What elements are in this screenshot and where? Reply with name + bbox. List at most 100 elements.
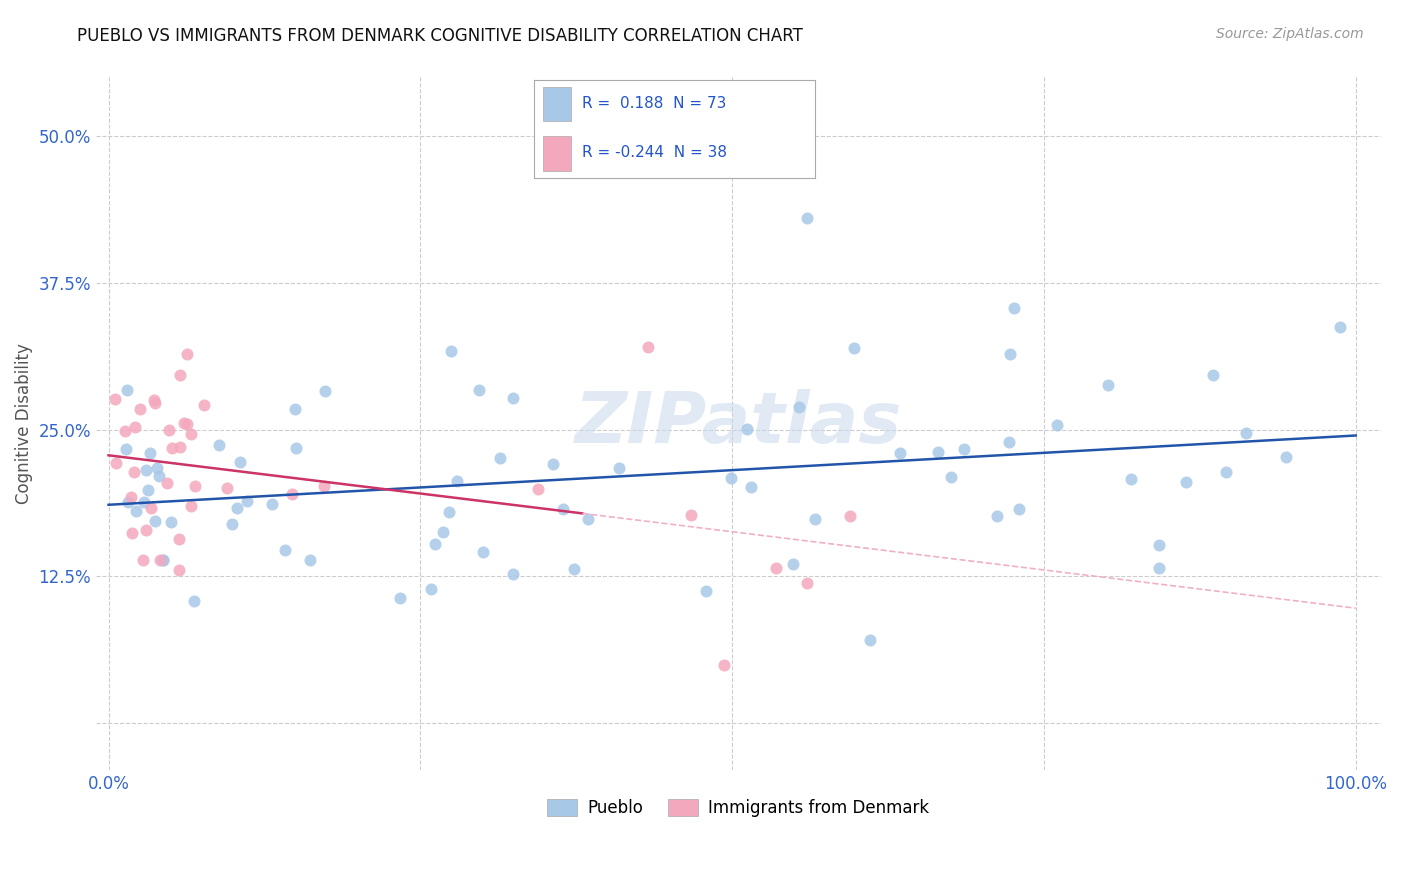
Text: PUEBLO VS IMMIGRANTS FROM DENMARK COGNITIVE DISABILITY CORRELATION CHART: PUEBLO VS IMMIGRANTS FROM DENMARK COGNIT… (77, 27, 803, 45)
Point (131, 553, 153, 567)
Point (842, 341, 865, 355)
Point (260, 497, 283, 511)
Point (169, 440, 191, 454)
Point (527, 482, 550, 496)
Point (439, 506, 461, 520)
Point (132, 494, 155, 508)
Text: R =  0.188  N = 73: R = 0.188 N = 73 (582, 96, 727, 112)
Point (1234, 425, 1257, 440)
Text: Source: ZipAtlas.com: Source: ZipAtlas.com (1216, 27, 1364, 41)
Point (782, 558, 804, 572)
Point (135, 523, 157, 537)
Point (858, 632, 880, 647)
Point (159, 515, 181, 529)
Point (1329, 320, 1351, 334)
Point (148, 468, 170, 483)
Bar (543, 87, 571, 121)
Point (1147, 538, 1170, 552)
Point (208, 438, 231, 452)
Point (180, 426, 202, 441)
Point (1215, 465, 1237, 479)
Point (114, 424, 136, 438)
Point (284, 441, 307, 455)
Point (312, 479, 335, 493)
Point (143, 395, 166, 409)
Point (229, 455, 252, 469)
Point (423, 537, 446, 551)
Point (637, 340, 659, 354)
Point (986, 509, 1008, 524)
Point (740, 480, 762, 494)
Point (121, 525, 143, 540)
Point (720, 471, 742, 485)
Point (104, 457, 127, 471)
Point (939, 470, 962, 484)
Point (432, 524, 454, 539)
Point (1097, 378, 1119, 392)
Point (804, 512, 827, 526)
Point (952, 442, 974, 456)
Point (419, 582, 441, 597)
Point (280, 486, 302, 500)
Point (226, 501, 249, 516)
Point (184, 479, 207, 493)
Legend: Pueblo, Immigrants from Denmark: Pueblo, Immigrants from Denmark (541, 792, 936, 824)
Y-axis label: Cognitive Disability: Cognitive Disability (15, 343, 32, 504)
Point (149, 553, 172, 567)
Point (156, 476, 179, 491)
Point (1147, 561, 1170, 575)
Text: ZIPatlas: ZIPatlas (575, 389, 903, 458)
Point (440, 344, 463, 359)
Point (143, 514, 166, 528)
Point (135, 463, 157, 477)
Point (471, 545, 494, 559)
Point (129, 402, 152, 417)
Point (1174, 475, 1197, 489)
Point (146, 461, 169, 475)
Point (838, 509, 860, 524)
Point (488, 450, 510, 465)
Point (104, 392, 127, 406)
Point (1000, 346, 1022, 360)
Point (1202, 368, 1225, 382)
Point (998, 434, 1021, 449)
Point (713, 657, 735, 672)
Point (236, 493, 259, 508)
Point (193, 398, 215, 412)
Point (169, 368, 191, 382)
Point (274, 543, 297, 558)
Point (467, 383, 489, 397)
Point (551, 501, 574, 516)
Point (152, 553, 174, 567)
Point (157, 423, 180, 437)
Point (765, 561, 787, 575)
Point (796, 211, 818, 226)
Point (388, 591, 411, 605)
Point (607, 461, 630, 475)
Point (735, 421, 758, 435)
Point (1007, 502, 1029, 516)
Point (117, 494, 139, 508)
Point (169, 532, 191, 546)
Point (502, 391, 524, 405)
Bar (543, 136, 571, 170)
Point (1275, 450, 1298, 464)
Point (314, 384, 336, 398)
Point (1046, 417, 1069, 432)
Point (299, 553, 322, 567)
Text: R = -0.244  N = 38: R = -0.244 N = 38 (582, 145, 727, 161)
Point (162, 441, 184, 455)
Point (120, 490, 142, 504)
Point (139, 501, 162, 516)
Point (284, 402, 307, 417)
Point (889, 445, 911, 459)
Point (217, 481, 239, 495)
Point (543, 457, 565, 471)
Point (927, 444, 949, 458)
Point (183, 594, 205, 608)
Point (143, 393, 166, 408)
Point (167, 563, 190, 577)
Point (502, 567, 524, 582)
Point (695, 583, 717, 598)
Point (576, 512, 599, 526)
